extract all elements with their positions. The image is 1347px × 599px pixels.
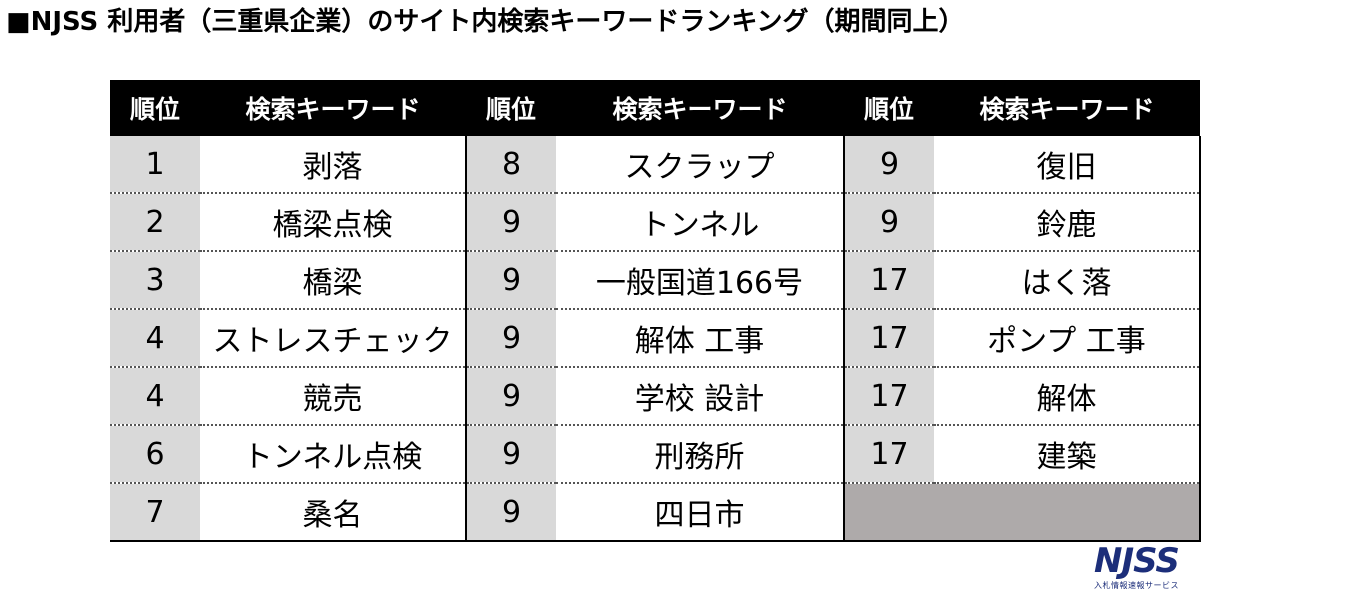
keyword-cell: トンネル点検 — [200, 425, 466, 484]
table-row: 4 ストレスチェック 9 解体 工事 17 ポンプ 工事 — [110, 309, 1201, 368]
rank-cell: 9 — [465, 251, 556, 310]
keyword-cell: 橋梁 — [200, 251, 466, 310]
rank-cell: 9 — [843, 136, 934, 194]
table-row: 6 トンネル点検 9 刑務所 17 建築 — [110, 425, 1201, 484]
header-keyword-2: 検索キーワード — [556, 80, 844, 136]
keyword-cell: 桑名 — [200, 483, 466, 542]
rank-cell: 9 — [465, 425, 556, 484]
header-keyword-1: 検索キーワード — [200, 80, 466, 136]
logo-subtitle: 入札情報速報サービス — [1094, 581, 1179, 590]
rank-cell: 2 — [110, 193, 200, 252]
page-title: ■NJSS 利用者（三重県企業）のサイト内検索キーワードランキング（期間同上） — [6, 7, 965, 37]
empty-cell — [934, 483, 1201, 542]
keyword-cell: トンネル — [556, 193, 844, 252]
rank-cell: 9 — [465, 309, 556, 368]
keyword-ranking-table: 順位 検索キーワード 順位 検索キーワード 順位 検索キーワード 1 剥落 8 … — [110, 80, 1201, 542]
rank-cell: 17 — [843, 367, 934, 426]
rank-cell: 3 — [110, 251, 200, 310]
keyword-cell: 学校 設計 — [556, 367, 844, 426]
header-keyword-3: 検索キーワード — [934, 80, 1200, 136]
rank-cell: 4 — [110, 367, 200, 426]
rank-cell: 9 — [465, 367, 556, 426]
table-row: 1 剥落 8 スクラップ 9 復旧 — [110, 136, 1201, 194]
table-row: 7 桑名 9 四日市 — [110, 483, 1201, 542]
rank-cell: 8 — [465, 136, 556, 194]
keyword-cell: はく落 — [934, 251, 1201, 310]
keyword-cell: 四日市 — [556, 483, 844, 542]
keyword-cell: 解体 工事 — [556, 309, 844, 368]
keyword-cell: 解体 — [934, 367, 1201, 426]
rank-cell: 4 — [110, 309, 200, 368]
logo-mark: NJSS — [1094, 541, 1180, 581]
rank-cell: 6 — [110, 425, 200, 484]
header-rank-3: 順位 — [844, 80, 934, 136]
rank-cell: 1 — [110, 136, 200, 194]
rank-cell: 9 — [465, 193, 556, 252]
rank-cell: 7 — [110, 483, 200, 542]
keyword-cell: スクラップ — [556, 136, 844, 194]
table-row: 4 競売 9 学校 設計 17 解体 — [110, 367, 1201, 426]
header-rank-1: 順位 — [110, 80, 200, 136]
keyword-cell: ポンプ 工事 — [934, 309, 1201, 368]
njss-logo: NJSS 入札情報速報サービス — [1094, 544, 1204, 594]
keyword-cell: 競売 — [200, 367, 466, 426]
rank-cell: 17 — [843, 251, 934, 310]
keyword-cell: 復旧 — [934, 136, 1201, 194]
keyword-cell: 橋梁点検 — [200, 193, 466, 252]
rank-cell: 17 — [843, 425, 934, 484]
rank-cell: 9 — [843, 193, 934, 252]
keyword-cell: 剥落 — [200, 136, 466, 194]
keyword-cell: 建築 — [934, 425, 1201, 484]
keyword-cell: ストレスチェック — [200, 309, 466, 368]
keyword-cell: 刑務所 — [556, 425, 844, 484]
rank-cell: 9 — [465, 483, 556, 542]
keyword-cell: 一般国道166号 — [556, 251, 844, 310]
empty-cell — [843, 483, 934, 542]
header-row: 順位 検索キーワード 順位 検索キーワード 順位 検索キーワード — [110, 80, 1200, 136]
header-rank-2: 順位 — [466, 80, 556, 136]
keyword-cell: 鈴鹿 — [934, 193, 1201, 252]
rank-cell: 17 — [843, 309, 934, 368]
table-row: 2 橋梁点検 9 トンネル 9 鈴鹿 — [110, 193, 1201, 252]
table-row: 3 橋梁 9 一般国道166号 17 はく落 — [110, 251, 1201, 310]
